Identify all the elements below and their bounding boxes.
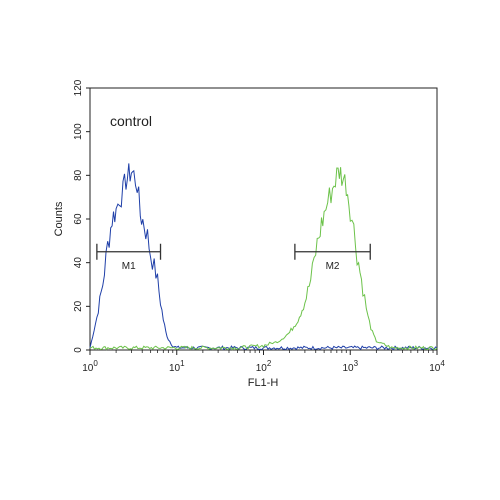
plot-frame [89, 87, 438, 351]
y-tick-label: 0 [73, 347, 84, 353]
series-line-2 [89, 167, 438, 351]
y-tick-label: 20 [73, 300, 84, 312]
y-tick-label: 40 [73, 257, 84, 269]
x-axis-label: FL1-H [248, 377, 279, 389]
x-tick-label: 101 [169, 359, 185, 374]
x-axis: 100 101 102 103 104 [82, 350, 445, 374]
control-annotation: control [110, 113, 152, 129]
gate-markers: M1 M2 [96, 243, 371, 272]
marker-label: M2 [326, 261, 340, 272]
y-tick-label: 80 [73, 169, 84, 181]
x-tick-label: 100 [82, 359, 98, 374]
series-layer [89, 163, 438, 351]
x-tick-label: 102 [256, 359, 272, 374]
x-tick-label: 103 [342, 359, 358, 374]
x-tick-label: 104 [429, 359, 445, 374]
y-axis: 0 20 40 60 80 100 120 [73, 79, 90, 353]
marker-label: M1 [122, 261, 136, 272]
y-tick-label: 60 [73, 213, 84, 225]
y-tick-label: 120 [73, 79, 84, 96]
y-tick-label: 100 [73, 123, 84, 140]
y-axis-label: Counts [53, 201, 65, 236]
